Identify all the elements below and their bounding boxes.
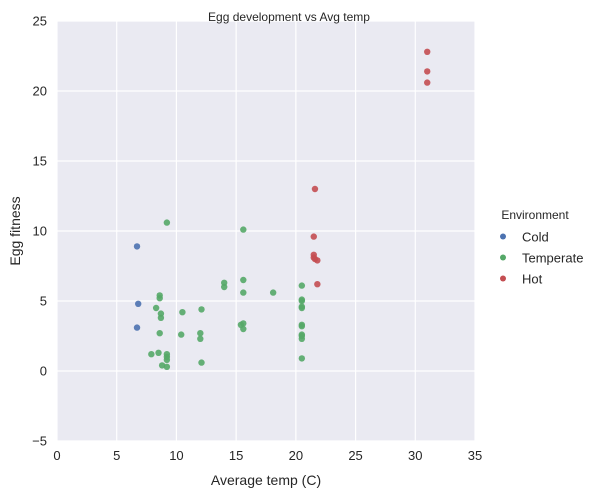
- x-tick-label: 10: [169, 448, 183, 463]
- data-point-temperate: [197, 330, 204, 337]
- chart-title: Egg development vs Avg temp: [208, 10, 370, 24]
- data-point-hot: [424, 48, 431, 55]
- data-point-cold: [135, 300, 142, 307]
- data-point-temperate: [156, 330, 163, 337]
- y-tick-label: 20: [33, 84, 47, 99]
- legend-marker-cold: [500, 233, 506, 240]
- data-point-temperate: [240, 226, 247, 233]
- data-point-hot: [314, 281, 321, 288]
- data-point-temperate: [178, 331, 185, 338]
- y-tick-label: −5: [32, 434, 47, 449]
- data-point-hot: [314, 257, 321, 264]
- legend: Environment Cold Temperate Hot: [500, 208, 583, 287]
- data-points: [133, 48, 431, 370]
- grid-lines: [56, 20, 476, 442]
- data-point-temperate: [148, 351, 155, 358]
- x-tick-label: 5: [113, 448, 120, 463]
- data-point-hot: [424, 79, 431, 86]
- data-point-temperate: [240, 289, 247, 296]
- x-tick-label: 25: [348, 448, 362, 463]
- data-point-hot: [311, 185, 319, 193]
- data-point-temperate: [240, 320, 247, 327]
- legend-label-hot: Hot: [522, 272, 543, 287]
- legend-title: Environment: [501, 208, 569, 222]
- data-point-temperate: [163, 356, 171, 363]
- data-point-temperate: [197, 335, 204, 342]
- data-point-hot: [310, 233, 317, 240]
- y-axis-label: Egg fitness: [7, 196, 23, 265]
- y-tick-label: 10: [33, 224, 47, 239]
- x-axis-label: Average temp (C): [211, 472, 321, 488]
- data-point-temperate: [156, 295, 163, 302]
- x-tick-label: 20: [289, 448, 303, 463]
- data-point-temperate: [240, 276, 247, 284]
- data-point-temperate: [298, 304, 306, 312]
- x-tick-label: 0: [53, 448, 60, 463]
- legend-marker-temperate: [500, 254, 506, 261]
- data-point-temperate: [298, 355, 306, 362]
- x-tick-labels: 0 5 10 15 20 25 30 35: [53, 448, 482, 463]
- data-point-temperate: [157, 314, 165, 321]
- x-tick-label: 15: [229, 448, 243, 463]
- data-point-temperate: [179, 309, 186, 316]
- data-point-hot: [424, 68, 431, 75]
- data-point-temperate: [240, 325, 247, 333]
- data-point-temperate: [152, 304, 160, 312]
- data-point-temperate: [298, 282, 306, 289]
- legend-label-temperate: Temperate: [522, 251, 583, 266]
- x-tick-label: 35: [468, 448, 482, 463]
- legend-marker-hot: [500, 275, 506, 282]
- y-tick-label: 15: [33, 154, 47, 169]
- x-tick-label: 30: [408, 448, 422, 463]
- data-point-temperate: [221, 283, 228, 291]
- data-point-temperate: [163, 363, 171, 370]
- data-point-temperate: [269, 289, 277, 296]
- data-point-cold: [133, 243, 141, 250]
- data-point-cold: [133, 324, 141, 331]
- data-point-temperate: [155, 349, 162, 356]
- y-tick-label: 25: [33, 14, 47, 29]
- data-point-temperate: [298, 335, 306, 342]
- data-point-temperate: [298, 297, 306, 305]
- y-tick-labels: −5 0 5 10 15 20 25: [32, 14, 47, 449]
- legend-label-cold: Cold: [522, 230, 549, 245]
- data-point-temperate: [198, 306, 205, 313]
- data-point-temperate: [298, 323, 306, 330]
- data-point-temperate: [163, 219, 171, 226]
- y-tick-label: 0: [40, 364, 47, 379]
- y-tick-label: 5: [40, 294, 47, 309]
- data-point-temperate: [198, 359, 205, 366]
